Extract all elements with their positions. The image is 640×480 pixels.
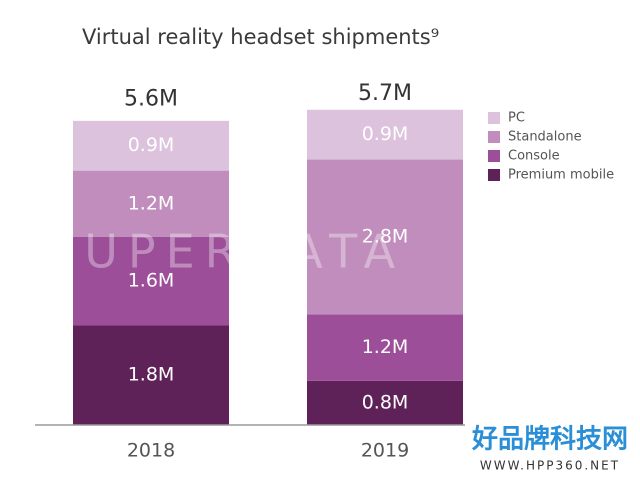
bar-segment — [73, 120, 229, 171]
legend-label: Standalone — [508, 130, 582, 145]
legend-swatch — [488, 112, 500, 124]
legend-swatch — [488, 169, 500, 181]
site-watermark: 好品牌科技网 — [471, 424, 628, 455]
site-url: WWW.HPP360.NET — [480, 459, 620, 473]
watermark: SUPERDATA — [45, 225, 405, 279]
value-label: 1.2M — [362, 336, 409, 358]
x-tick-label: 2019 — [361, 440, 409, 462]
value-label: 1.6M — [128, 270, 175, 292]
legend-label: Console — [508, 149, 560, 164]
x-tick-label: 2018 — [127, 440, 175, 462]
bar-segment — [307, 314, 463, 381]
bar-segment — [307, 159, 463, 315]
value-label: 0.9M — [362, 123, 409, 145]
value-label: 0.8M — [362, 391, 409, 413]
bar-segment — [73, 325, 229, 425]
total-label: 5.6M — [124, 86, 178, 111]
bar-segment — [73, 170, 229, 237]
value-label: 1.2M — [128, 192, 175, 214]
bar-segment — [307, 380, 463, 425]
value-label: 1.8M — [128, 364, 175, 386]
legend-label: PC — [508, 111, 525, 126]
legend-label: Premium mobile — [508, 168, 614, 183]
value-label: 0.9M — [128, 134, 175, 156]
legend-swatch — [488, 131, 500, 143]
value-label: 2.8M — [362, 225, 409, 247]
total-label: 5.7M — [358, 81, 412, 106]
legend-swatch — [488, 150, 500, 162]
bar-segment — [73, 236, 229, 326]
bars — [73, 109, 463, 425]
chart-title: Virtual reality headset shipments⁹ — [82, 25, 439, 49]
bar-segment — [307, 109, 463, 160]
